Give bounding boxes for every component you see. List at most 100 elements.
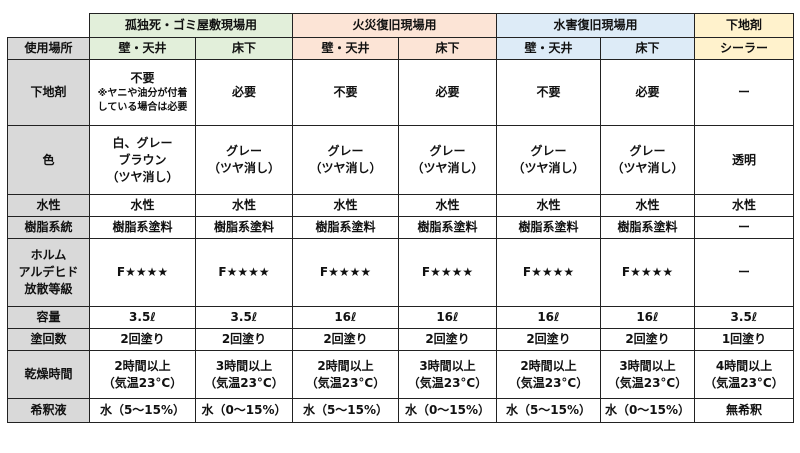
table-cell: グレー （ツヤ消し） (600, 125, 695, 195)
cell-line: （ツヤ消し） (611, 161, 684, 175)
table-cell: 2回塗り (292, 328, 399, 351)
table-cell: F★★★★ (398, 238, 497, 307)
table-cell: ー (694, 216, 794, 239)
group-kasai: 火災復旧現場用 (292, 13, 497, 38)
location-cell: 床下 (600, 37, 695, 60)
cell-line: （気温23°C） (407, 375, 488, 390)
table-cell: グレー （ツヤ消し） (496, 125, 601, 195)
cell-line: （気温23°C） (102, 375, 183, 390)
location-cell: 床下 (398, 37, 497, 60)
table-cell: F★★★★ (89, 238, 196, 307)
table-cell: 3.5ℓ (694, 306, 794, 329)
table-cell: 必要 (398, 59, 497, 126)
cell-line: 白、グレー (112, 135, 173, 150)
table-row-yoryo: 容量 3.5ℓ 3.5ℓ 16ℓ 16ℓ 16ℓ 16ℓ 3.5ℓ (7, 306, 794, 329)
cell-note: している場合は必要 (97, 102, 188, 113)
cell-line: 3時間以上 (419, 358, 476, 373)
table-cell: 樹脂系塗料 (89, 216, 196, 239)
cell-line: （気温23°C） (204, 375, 284, 390)
group-shitaji: 下地剤 (694, 13, 794, 38)
cell-line: グレー (327, 144, 364, 158)
table-cell: 樹脂系塗料 (398, 216, 497, 239)
table-cell: 水性 (694, 194, 794, 217)
label-line: 放散等級 (24, 282, 73, 296)
table-cell: 4時間以上 （気温23°C） (694, 350, 794, 399)
location-cell: シーラー (694, 37, 794, 60)
table-cell: 水性 (195, 194, 293, 217)
table-cell: 16ℓ (398, 306, 497, 329)
group-kodokushi: 孤独死・ゴミ屋敷現場用 (89, 13, 293, 38)
table-row-suisei: 水性 水性 水性 水性 水性 水性 水性 水性 (7, 194, 794, 217)
table-row-iro: 色 白、グレー ブラウン （ツヤ消し） グレー （ツヤ消し） グレー （ツヤ消し） … (7, 125, 794, 195)
table-cell: 16ℓ (292, 306, 399, 329)
table-cell: 樹脂系塗料 (292, 216, 399, 239)
table-cell: F★★★★ (195, 238, 293, 307)
table-cell: 2時間以上 （気温23°C） (89, 350, 196, 399)
table-row-tokai: 塗回数 2回塗り 2回塗り 2回塗り 2回塗り 2回塗り 2回塗り 1回塗り (7, 328, 794, 351)
row-label-formal: ホルム アルデヒド 放散等級 (7, 238, 90, 307)
row-label-yoryo: 容量 (7, 306, 90, 329)
table-row-kishaku: 希釈液 水（5～15%） 水（0～15%） 水（5～15%） 水（0～15%） … (7, 398, 794, 423)
row-label-jushi: 樹脂系統 (7, 216, 90, 239)
table-cell: F★★★★ (292, 238, 399, 307)
table-cell: 3.5ℓ (89, 306, 196, 329)
row-label-location: 使用場所 (7, 37, 90, 60)
label-line: アルデヒド (18, 265, 79, 279)
table-cell: 2回塗り (600, 328, 695, 351)
cell-note: ※ヤニや油分が付着 (97, 88, 188, 99)
table-cell: 水性 (600, 194, 695, 217)
cell-line: グレー (225, 144, 262, 158)
spec-table: 孤独死・ゴミ屋敷現場用 火災復旧現場用 水害復旧現場用 下地剤 使用場所 壁・天… (7, 13, 794, 423)
cell-line: （ツヤ消し） (106, 169, 179, 184)
table-row-kanso: 乾燥時間 2時間以上 （気温23°C） 3時間以上 （気温23°C） 2時間以上 （気… (7, 350, 794, 399)
table-cell: 2回塗り (398, 328, 497, 351)
table-cell: グレー （ツヤ消し） (292, 125, 399, 195)
table-cell: 2回塗り (496, 328, 601, 351)
table-row-formal: ホルム アルデヒド 放散等級 F★★★★ F★★★★ F★★★★ F★★★★ F… (7, 238, 794, 307)
table-cell: 16ℓ (496, 306, 601, 329)
table-cell: 不要 (292, 59, 399, 126)
table-cell: 3時間以上 （気温23°C） (195, 350, 293, 399)
row-label-tokai: 塗回数 (7, 328, 90, 351)
table-cell: 水性 (496, 194, 601, 217)
row-label-suisei: 水性 (7, 194, 90, 217)
cell-line: （気温23°C） (704, 375, 784, 390)
location-row: 使用場所 壁・天井 床下 壁・天井 床下 壁・天井 床下 シーラー (7, 37, 794, 60)
spec-table-wrapper: 孤独死・ゴミ屋敷現場用 火災復旧現場用 水害復旧現場用 下地剤 使用場所 壁・天… (7, 13, 794, 423)
table-cell: 水（0～15%） (398, 398, 497, 423)
table-cell: 不要 ※ヤニや油分が付着 している場合は必要 (89, 59, 196, 126)
cell-line: 2時間以上 (317, 358, 374, 373)
table-cell: 2時間以上 （気温23°C） (292, 350, 399, 399)
table-cell: 水性 (398, 194, 497, 217)
table-cell: 16ℓ (600, 306, 695, 329)
location-cell: 床下 (195, 37, 293, 60)
cell-line: （気温23°C） (305, 375, 386, 390)
table-cell: 必要 (600, 59, 695, 126)
table-row-shitaji: 下地剤 不要 ※ヤニや油分が付着 している場合は必要 必要 不要 必要 不要 必… (7, 59, 794, 126)
table-cell: 水（0～15%） (195, 398, 293, 423)
cell-line: （ツヤ消し） (207, 161, 280, 175)
cell-line: （ツヤ消し） (309, 161, 382, 175)
cell-line: グレー (429, 144, 466, 158)
table-cell: F★★★★ (496, 238, 601, 307)
table-cell: 2回塗り (195, 328, 293, 351)
table-cell: 白、グレー ブラウン （ツヤ消し） (89, 125, 196, 195)
table-cell: 樹脂系塗料 (600, 216, 695, 239)
cell-line: グレー (530, 144, 567, 158)
row-label-kanso: 乾燥時間 (7, 350, 90, 399)
cell-line: （気温23°C） (607, 375, 688, 390)
row-label-kishaku: 希釈液 (7, 398, 90, 423)
corner-cell (7, 13, 90, 38)
table-cell: 樹脂系塗料 (496, 216, 601, 239)
table-cell: 透明 (694, 125, 794, 195)
cell-line: 4時間以上 (715, 358, 773, 373)
table-cell: 3時間以上 （気温23°C） (398, 350, 497, 399)
location-cell: 壁・天井 (292, 37, 399, 60)
cell-line: （気温23°C） (508, 375, 589, 390)
row-label-shitaji: 下地剤 (7, 59, 90, 126)
location-cell: 壁・天井 (89, 37, 196, 60)
table-cell: 水性 (89, 194, 196, 217)
table-cell: グレー （ツヤ消し） (398, 125, 497, 195)
table-cell: 不要 (496, 59, 601, 126)
location-cell: 壁・天井 (496, 37, 601, 60)
